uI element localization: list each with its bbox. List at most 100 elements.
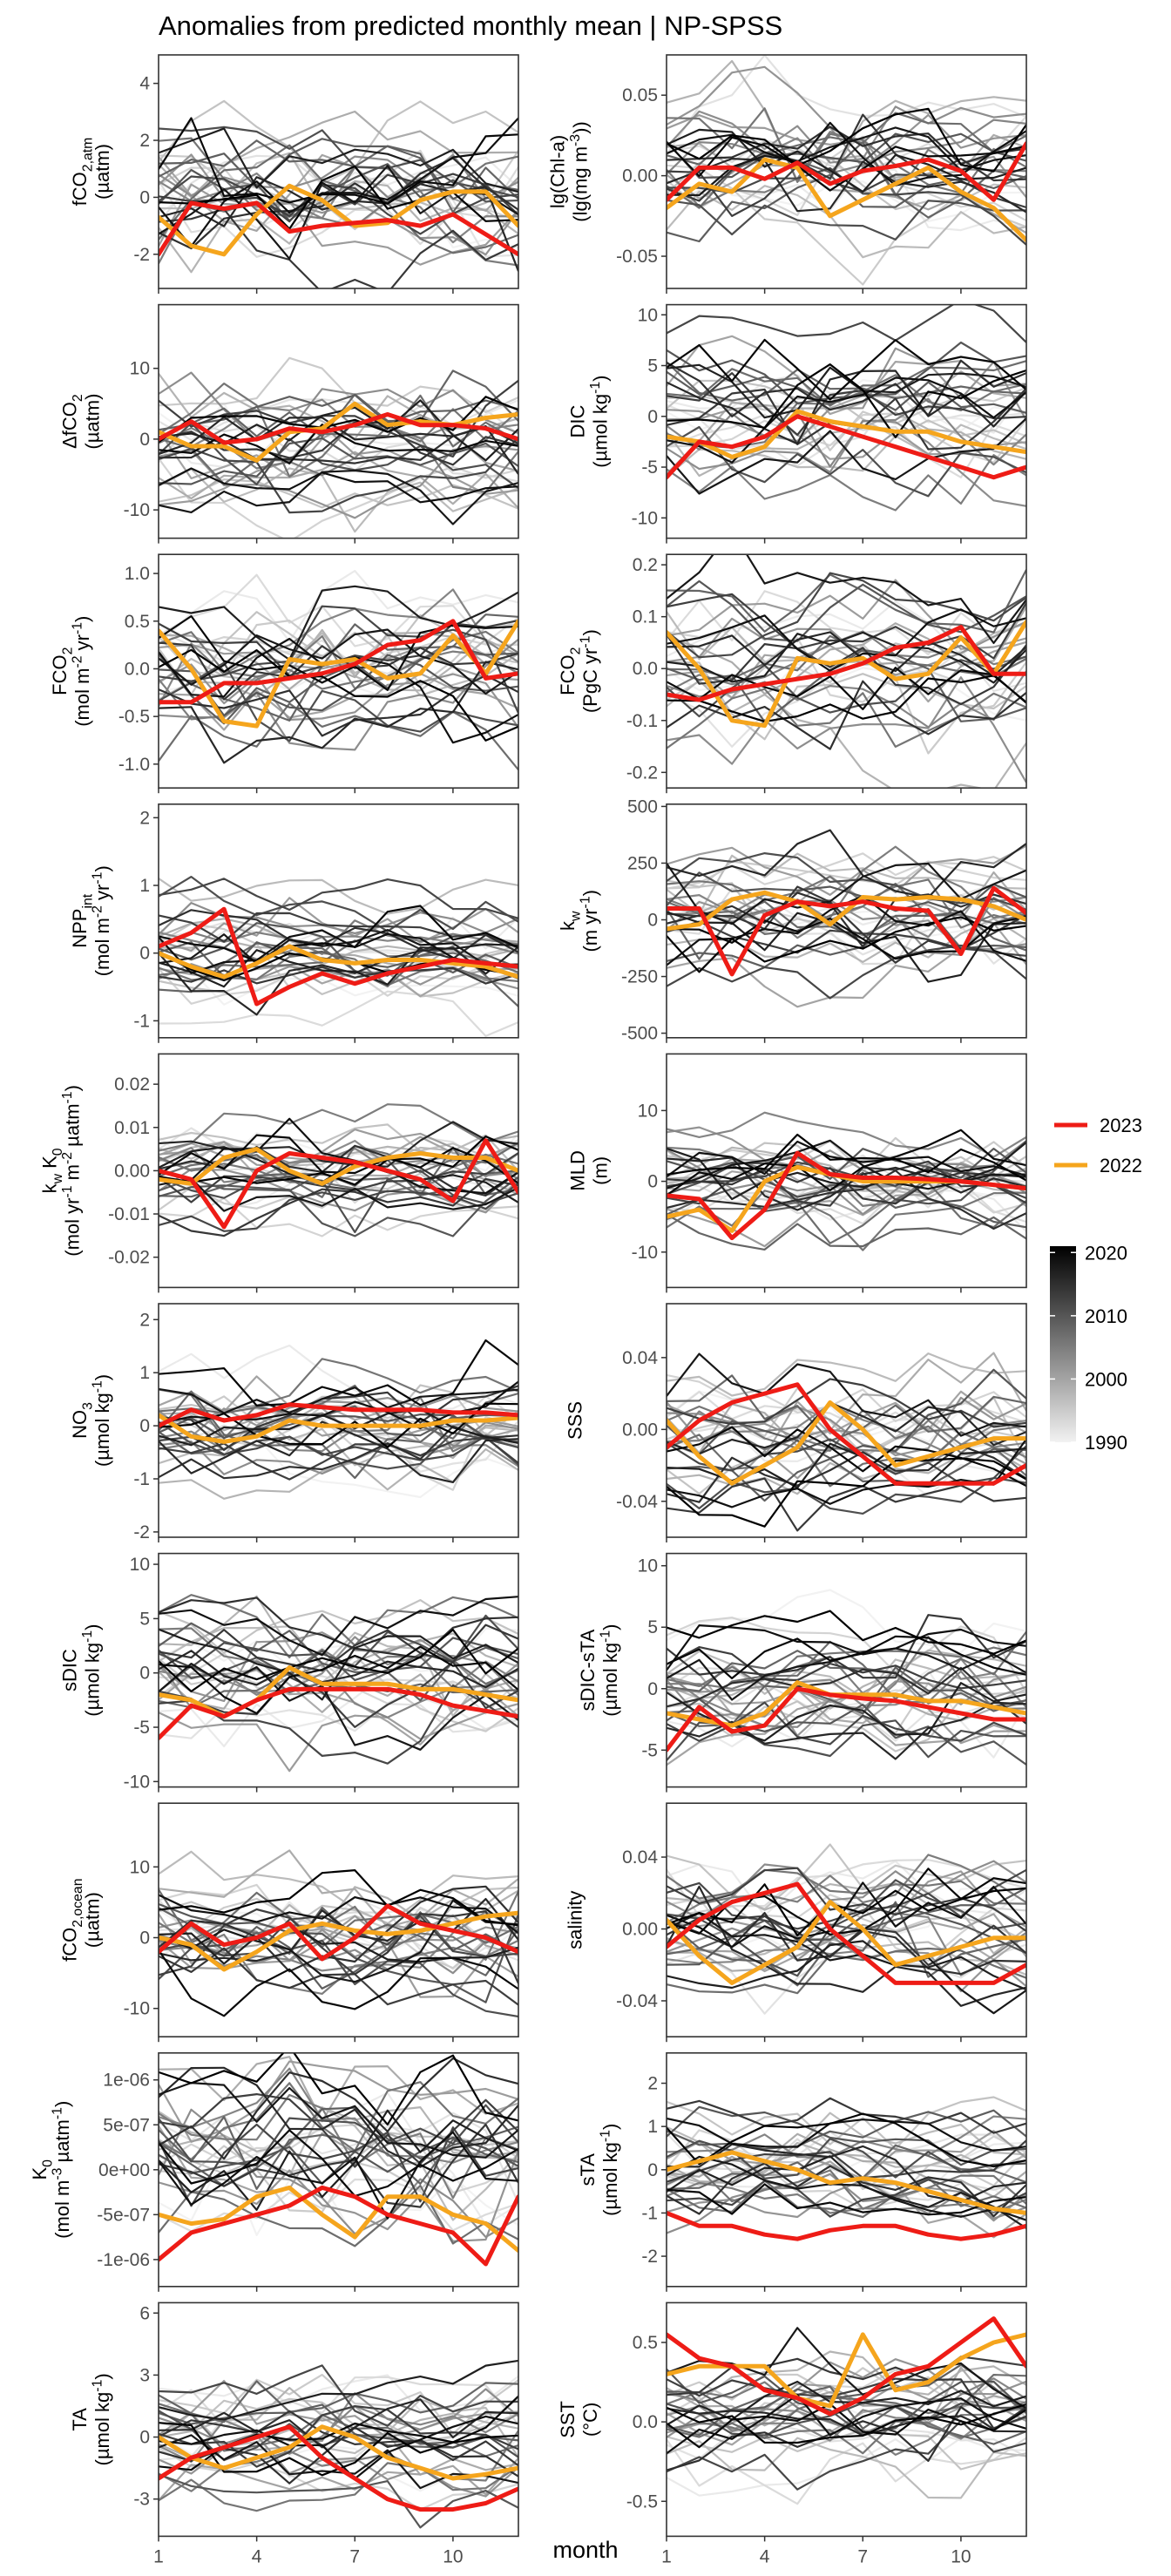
y-tick-label: 0.00 xyxy=(622,1920,658,1940)
year-line-1990 xyxy=(667,1589,1026,1654)
series-line-2022 xyxy=(667,620,1026,729)
y-tick-label: 250 xyxy=(627,853,658,873)
highlight-lines xyxy=(159,1665,518,1740)
y-axis-name: sTA xyxy=(577,2153,599,2186)
x-tick-label: 1 xyxy=(661,2546,672,2566)
y-tick-label: 0 xyxy=(139,2428,150,2448)
y-tick-label: -3 xyxy=(133,2490,150,2510)
year-line-1998 xyxy=(159,628,518,701)
y-tick-label: 1 xyxy=(647,2117,658,2137)
y-axis-label: sDIC(µmol kg-1​) xyxy=(59,1624,104,1716)
year-line-2006 xyxy=(159,383,518,478)
colorbar xyxy=(1050,1246,1076,1442)
year-line-2019 xyxy=(667,1881,1026,1949)
year-line-1997 xyxy=(667,1352,1026,1397)
year-line-1991 xyxy=(667,1860,1026,1917)
year-line-2020 xyxy=(159,117,518,205)
year-line-2010 xyxy=(667,1368,1026,1460)
highlight-lines xyxy=(667,885,1026,977)
year-line-2013 xyxy=(159,1152,518,1203)
y-tick-label: 6 xyxy=(139,2303,150,2323)
y-tick-label: -0.04 xyxy=(616,1492,658,1512)
y-axis-name: SST xyxy=(557,2401,579,2438)
y-tick-label: 0 xyxy=(139,430,150,450)
series-line-2022 xyxy=(159,1147,518,1186)
series-line-2023 xyxy=(159,412,518,445)
panel-lg-chl-a-: 0.05 0.00 -0.05 lg(Chl-a)(lg(mg m-3​)) xyxy=(547,54,1027,294)
year-line-2013 xyxy=(667,1378,1026,1428)
y-tick-label: 5e-07 xyxy=(103,2115,150,2135)
series-line-2022 xyxy=(159,1413,518,1444)
panel-fco2-atm: 4 2 0 -2 fCO2,atm​(µatm) xyxy=(69,54,519,294)
year-lines xyxy=(667,304,1026,512)
year-line-2011 xyxy=(159,1935,518,2018)
year-line-2001 xyxy=(159,1128,518,1178)
y-axis-name: MLD xyxy=(567,1150,589,1190)
y-tick-label: 4 xyxy=(139,74,150,94)
series-line-2023 xyxy=(667,141,1026,202)
y-tick-label: -2 xyxy=(133,1522,150,1542)
highlight-lines xyxy=(667,409,1026,480)
year-line-2005 xyxy=(667,454,1026,512)
y-tick-label: 0.02 xyxy=(114,1074,150,1095)
y-tick-label: 5 xyxy=(139,1609,150,1629)
year-line-2010 xyxy=(667,132,1026,180)
y-axis-label: NO3​(µmol kg-1​) xyxy=(69,1374,113,1467)
panel-sdic-sta: 10 5 0 -5 sDIC-sTA(µmol kg-1​) xyxy=(577,1552,1027,1793)
colorbar-label-2020: 2020 xyxy=(1085,1242,1127,1264)
y-axis-unit: (µmol kg-1​) xyxy=(91,2373,113,2465)
y-tick-label: 0 xyxy=(647,2160,658,2180)
year-line-2018 xyxy=(159,1177,518,1212)
y-axis-unit: (°C) xyxy=(579,2403,601,2437)
series-line-2022 xyxy=(667,2150,1026,2215)
year-line-2013 xyxy=(667,372,1026,437)
year-line-2013 xyxy=(159,1661,518,1729)
year-line-2004 xyxy=(667,1111,1026,1158)
year-line-2014 xyxy=(667,1477,1026,1532)
y-tick-label: -5 xyxy=(133,1718,150,1738)
colorbar-label-2010: 2010 xyxy=(1085,1305,1127,1327)
y-tick-label: -0.04 xyxy=(616,1991,658,2011)
year-line-1996 xyxy=(667,2096,1026,2150)
year-line-2005 xyxy=(667,1854,1026,1924)
year-line-2021 xyxy=(159,2052,518,2125)
panel-border xyxy=(666,803,1027,1039)
y-tick-label: 0.5 xyxy=(633,2333,658,2353)
panel-border xyxy=(158,303,519,539)
y-axis-unit: (PgC yr-1​) xyxy=(579,629,601,713)
year-line-2008 xyxy=(159,2380,518,2423)
year-line-2000 xyxy=(667,1162,1026,1217)
y-tick-label: -2 xyxy=(641,2247,658,2267)
panel-border xyxy=(666,1303,1027,1538)
year-line-2019 xyxy=(667,376,1026,464)
series-line-2023 xyxy=(667,625,1026,702)
y-tick-label: -1 xyxy=(641,2203,658,2223)
highlight-lines xyxy=(159,1903,518,1972)
year-line-2000 xyxy=(159,153,518,232)
panel-fco2-ocean: 10 0 -10 fCO2,ocean​(µatm) xyxy=(59,1802,519,2043)
year-line-2014 xyxy=(667,2097,1026,2134)
y-axis-label: FCO2​(PgC yr-1​) xyxy=(557,629,601,713)
year-line-2014 xyxy=(159,966,518,985)
highlight-lines xyxy=(159,906,518,1007)
y-tick-label: 0.0 xyxy=(633,659,658,679)
year-line-1991 xyxy=(159,1344,518,1412)
series-line-2023 xyxy=(159,200,518,257)
year-line-2012 xyxy=(667,2419,1026,2491)
y-tick-label: 0.5 xyxy=(125,612,150,632)
year-line-2016 xyxy=(159,946,518,1016)
y-tick-label: -10 xyxy=(632,508,658,528)
year-line-1992 xyxy=(667,1682,1026,1742)
panel-k-0: 1e-06 5e-07 0e+00 -5e-07 -1e-06 K0​(mol m-3​ … xyxy=(29,2052,519,2292)
year-line-2001 xyxy=(159,1703,518,1773)
y-axis-label: fCO2,ocean​(µatm) xyxy=(59,1878,104,1961)
year-line-2010 xyxy=(159,2473,518,2529)
year-line-2021 xyxy=(667,1133,1026,1182)
highlight-lines xyxy=(159,619,518,729)
year-line-2011 xyxy=(159,1169,518,1234)
y-axis-label: kw​ K0​(mol yr-1​ m-2​ µatm-1​) xyxy=(39,1085,84,1257)
year-line-2017 xyxy=(159,2109,518,2211)
y-axis-label: lg(Chl-a)(lg(mg m-3​)) xyxy=(547,121,592,222)
panel-grid: 420-2fCO2,atm​(µatm)0.050.00-0.05lg(Chl-… xyxy=(29,54,1027,2566)
year-line-2017 xyxy=(667,363,1026,419)
